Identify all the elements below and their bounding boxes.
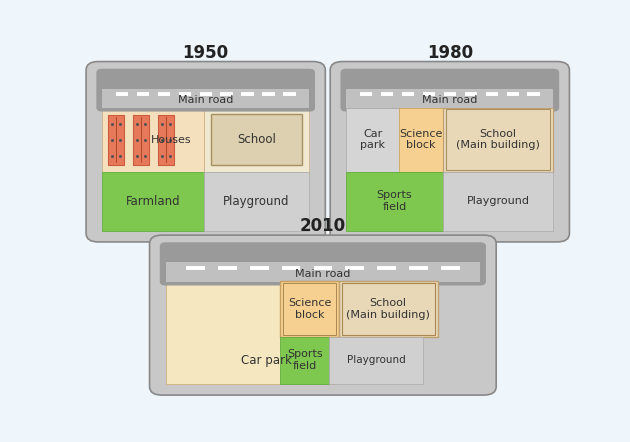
Bar — [399, 107, 553, 171]
Text: Farmland: Farmland — [125, 194, 180, 208]
Text: Playground: Playground — [223, 194, 290, 208]
Bar — [346, 171, 442, 231]
Bar — [102, 171, 203, 231]
Bar — [280, 337, 329, 384]
Text: 1980: 1980 — [427, 44, 473, 61]
Text: Playground: Playground — [347, 355, 406, 365]
FancyBboxPatch shape — [96, 69, 315, 112]
Text: 2010: 2010 — [300, 217, 346, 235]
Bar — [346, 89, 553, 108]
Bar — [133, 114, 149, 164]
Bar — [329, 337, 423, 384]
Bar — [442, 171, 553, 231]
Text: Car park: Car park — [241, 354, 292, 367]
FancyBboxPatch shape — [160, 242, 486, 286]
Text: School
(Main building): School (Main building) — [456, 129, 540, 150]
Text: Sports
field: Sports field — [377, 191, 412, 212]
Bar — [203, 107, 309, 171]
Text: School
(Main building): School (Main building) — [346, 298, 430, 320]
Text: Car
park: Car park — [360, 129, 385, 150]
Bar — [280, 282, 338, 337]
Bar — [338, 282, 438, 337]
Bar — [442, 107, 553, 171]
Bar — [445, 109, 551, 170]
Bar — [158, 114, 174, 164]
FancyBboxPatch shape — [340, 69, 559, 112]
Text: Main road: Main road — [295, 269, 350, 279]
Bar — [102, 107, 203, 171]
Bar — [341, 283, 435, 335]
Bar — [346, 107, 399, 171]
FancyBboxPatch shape — [330, 61, 570, 242]
Bar — [108, 114, 124, 164]
FancyBboxPatch shape — [149, 235, 496, 395]
Text: Science
block: Science block — [288, 298, 331, 320]
Text: Playground: Playground — [466, 196, 529, 206]
Bar — [166, 282, 337, 384]
Bar — [399, 107, 442, 171]
Text: 1950: 1950 — [183, 44, 229, 61]
Bar — [102, 89, 309, 108]
FancyBboxPatch shape — [86, 61, 325, 242]
Text: Main road: Main road — [422, 95, 478, 105]
Bar — [203, 171, 309, 231]
Bar — [166, 263, 480, 282]
Text: Houses: Houses — [151, 134, 192, 145]
Text: School: School — [237, 133, 276, 146]
Text: Science
block: Science block — [399, 129, 442, 150]
Bar — [211, 114, 302, 165]
Text: Sports
field: Sports field — [287, 350, 323, 371]
Text: Main road: Main road — [178, 95, 233, 105]
Bar — [283, 283, 336, 335]
